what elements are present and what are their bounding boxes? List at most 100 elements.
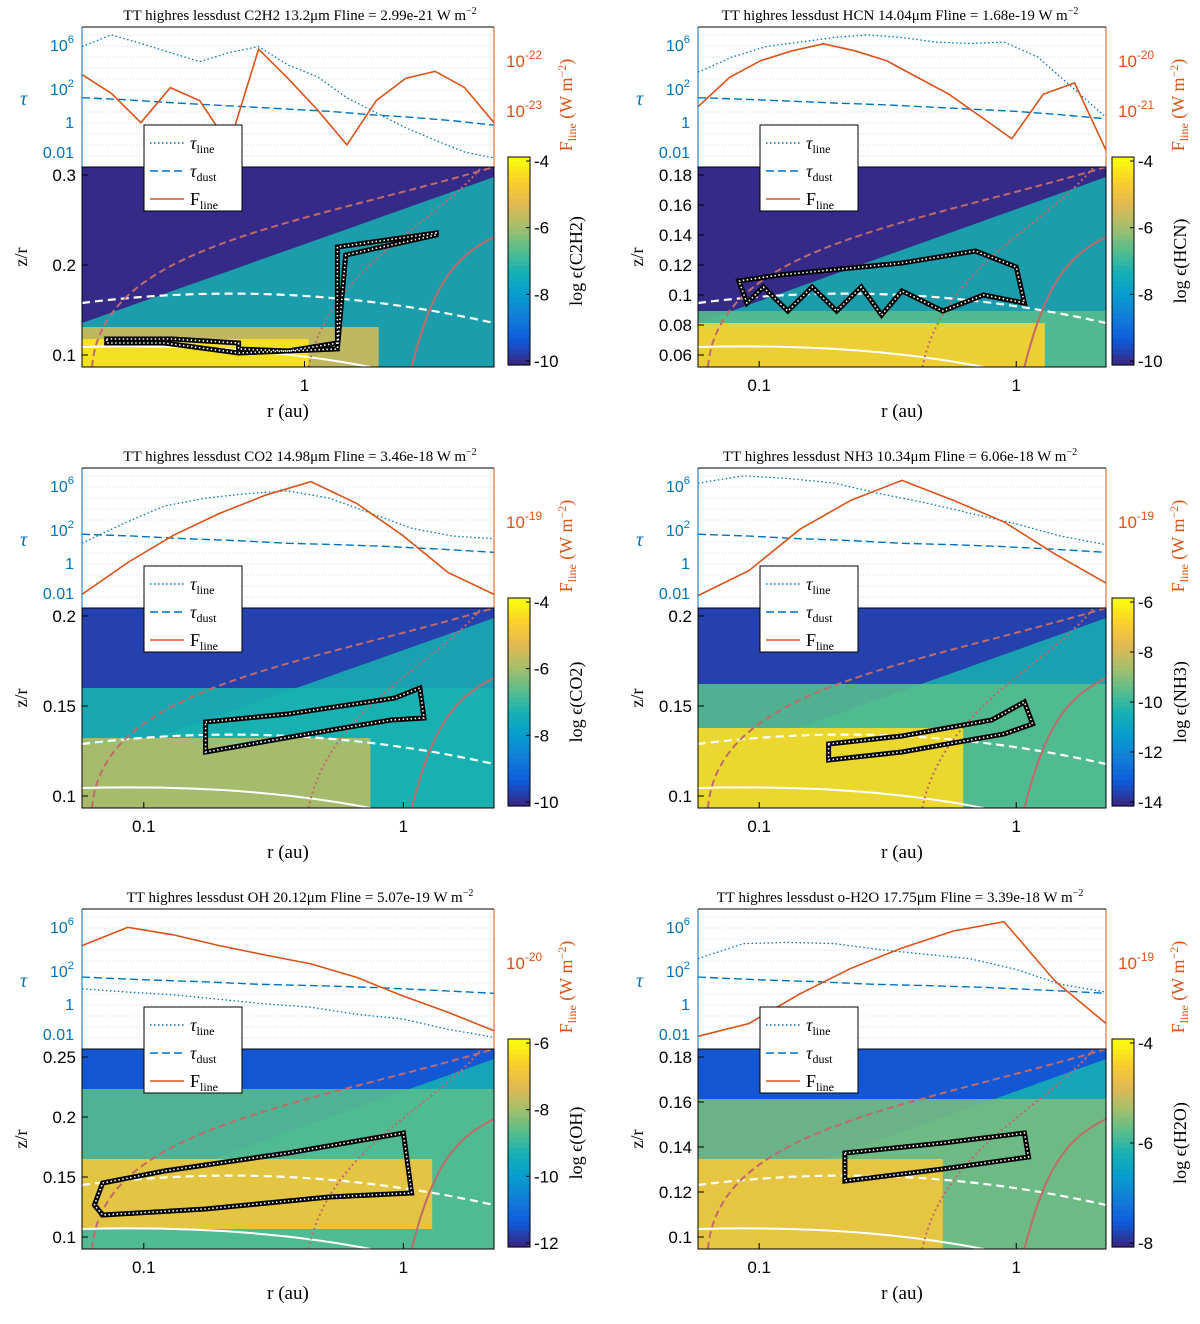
colorbar-step [508,748,530,755]
tau-line-series [697,475,1107,546]
tau-flux-panel: 106 102 1 0.01 τ 10-19 Fline (W m−2) [636,467,1191,608]
colorbar-step [1112,1080,1134,1087]
colorbar-step [508,1205,530,1212]
tau-tick-label: 1 [65,997,74,1014]
colorbar-step [508,266,530,272]
colorbar-step [508,634,530,641]
colorbar-step [508,167,530,174]
tau-tick-label: 106 [666,34,690,55]
chart-title: TT highres lessdust HCN 14.04μm Fline = … [722,6,1079,24]
colorbar-step [1112,1210,1134,1217]
legend-label: τline [806,574,830,597]
colorbar-label: log ϵ(NH3) [1170,661,1191,743]
colorbar-step [508,665,530,672]
flux-line-series [81,47,495,147]
y-tick-label: 0.16 [659,196,692,215]
colorbar-step [508,229,530,236]
colorbar-step [508,1127,530,1134]
colorbar-tick-label: -6 [1138,1134,1153,1153]
white-solid-curve [81,1227,371,1250]
colorbar-step [1112,219,1134,226]
tau-dust-series [697,533,1107,553]
colorbar-step [1112,302,1134,309]
y-tick-label: 0.2 [52,1108,76,1127]
x-tick-label: 1 [399,1258,408,1277]
colorbar-step [508,769,530,776]
colorbar-step [1112,629,1134,635]
tau-axis-label: τ [636,970,644,992]
y-tick-label: 0.14 [659,1138,692,1157]
colorbar-step [1112,318,1134,324]
panel-co2: TT highres lessdust CO2 14.98μm Fline = … [0,441,600,882]
colorbar-step [1112,1189,1134,1196]
colorbar-step [508,670,530,677]
contour-dashed [91,166,495,368]
tau-axis-label: τ [20,529,28,551]
colorbar-step [1112,188,1134,194]
y-tick-label: 0.2 [668,607,692,626]
colorbar-step [1112,287,1134,293]
colorbar-tick-label: -6 [1138,593,1153,612]
colorbar-step [1112,676,1134,682]
colorbar-step [1112,1179,1134,1186]
colorbar-tick-label: -6 [1138,219,1153,238]
colorbar-tick-label: -4 [1138,1034,1153,1053]
flux-line-series [697,479,1107,597]
colorbar-step [1112,157,1134,163]
chart-svg: TT highres lessdust C2H2 13.2μm Fline = … [11,6,587,422]
colorbar-step [508,1044,530,1050]
tau-tick-label: 102 [50,960,74,981]
colorbar-tick-label: -4 [534,152,549,171]
colorbar-step [508,250,530,257]
y-tick-label: 0.12 [659,1183,692,1202]
tau-flux-panel: 106 102 1 0.01 τ 10-19 Fline (W m−2) [636,908,1191,1049]
chart-svg: TT highres lessdust OH 20.12μm Fline = 5… [11,888,587,1304]
x-axis-label: r (au) [881,401,923,422]
colorbar-step [508,1111,530,1118]
y-tick-label: 0.14 [659,226,692,245]
colorbar-step [508,302,530,309]
colorbar-step [1112,608,1134,615]
colorbar-step [1112,307,1134,314]
colorbar-step [508,1049,530,1056]
colorbar-step [508,790,530,797]
colorbar-step [508,1065,530,1071]
colorbar-step [1112,261,1134,267]
flux-tick-label: 10-21 [1118,98,1154,121]
colorbar-step [508,318,530,324]
legend-label: Fline [806,1071,834,1094]
white-solid-curve [697,786,984,809]
emitting-region-dots [105,232,438,354]
colorbar-step [508,618,530,625]
colorbar-step [508,603,530,609]
contour-dotted [307,607,483,809]
colorbar-step [508,172,530,179]
colorbar-step [1112,1153,1134,1160]
colorbar-step [508,1091,530,1097]
colorbar-step [508,1153,530,1160]
panel-c2h2: TT highres lessdust C2H2 13.2μm Fline = … [0,0,600,441]
colorbar-step [1112,240,1134,246]
colorbar-step [1112,209,1134,215]
heatmap-panel: 0.25 0.2 0.15 0.1 z/r 0.1 1 r (au) [11,1048,495,1304]
colorbar-step [1112,618,1134,625]
colorbar-step [1112,624,1134,630]
chart-svg: TT highres lessdust HCN 14.04μm Fline = … [627,6,1191,422]
colorbar-step [508,696,530,703]
colorbar-step [508,1059,530,1066]
tau-panel-bg [698,468,1106,608]
x-tick-label: 0.1 [132,817,156,836]
tau-dust-series [697,976,1107,994]
flux-line-series [697,42,1107,151]
y-tick-label: 0.15 [659,697,692,716]
tau-axis-label: τ [636,88,644,110]
tau-tick-label: 0.01 [43,586,74,603]
colorbar-step [508,214,530,220]
tau-tick-label: 0.01 [659,1027,690,1044]
legend-label: τdust [190,1043,217,1066]
x-axis-label: r (au) [267,842,309,863]
legend: τline τdust Fline [759,565,859,653]
colorbar-step [1112,1148,1134,1154]
chart-title: TT highres lessdust C2H2 13.2μm Fline = … [123,6,476,24]
colorbar-step [508,276,530,283]
